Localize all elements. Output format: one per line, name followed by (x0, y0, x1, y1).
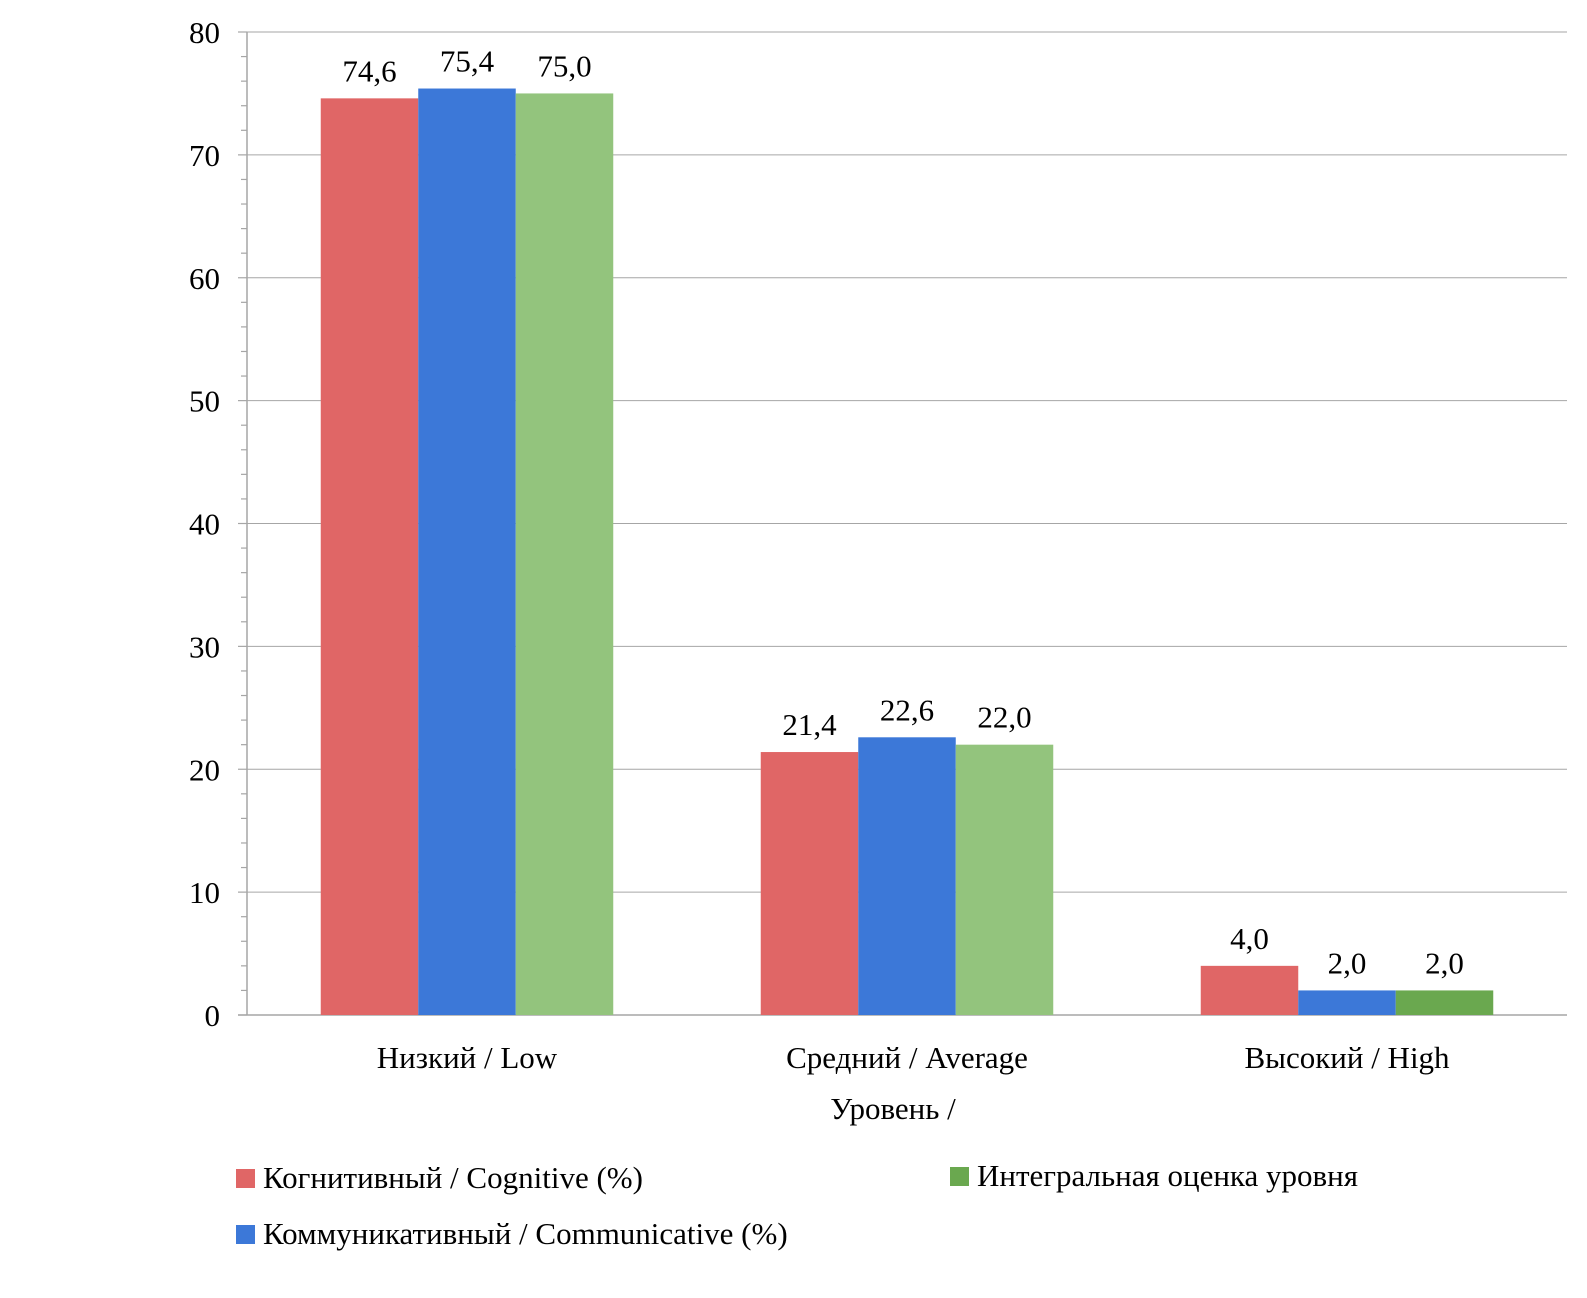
legend: Когнитивный / Cognitive (%) Коммуникатив… (236, 1158, 1566, 1278)
bar (515, 93, 614, 1015)
y-tick-label: 60 (189, 261, 220, 296)
bar (1395, 990, 1494, 1015)
data-label: 21,4 (782, 707, 837, 742)
data-label: 2,0 (1425, 945, 1464, 980)
x-tick-label: Низкий / Low (377, 1040, 558, 1075)
y-tick-label: 20 (189, 752, 220, 787)
x-axis-title: Уровень / (830, 1091, 956, 1126)
legend-swatch-integral (950, 1166, 969, 1186)
legend-label-cognitive: Когнитивный / Cognitive (%) (263, 1160, 643, 1195)
x-tick-label: Высокий / High (1244, 1040, 1450, 1075)
y-tick-label: 70 (189, 138, 220, 173)
data-label: 22,6 (880, 692, 934, 727)
legend-swatch-communicative (236, 1224, 255, 1244)
bar (760, 752, 859, 1015)
data-label: 75,4 (440, 44, 495, 79)
y-tick-label: 40 (189, 507, 220, 542)
bar (858, 737, 956, 1015)
bar (955, 744, 1054, 1015)
y-tick-label: 50 (189, 384, 220, 419)
bar (1200, 965, 1299, 1015)
bar (1298, 990, 1396, 1015)
data-label: 22,0 (977, 700, 1031, 735)
legend-swatch-cognitive (236, 1168, 255, 1188)
data-label: 4,0 (1230, 921, 1269, 956)
y-tick-label: 0 (205, 998, 221, 1033)
data-label: 75,0 (537, 48, 591, 83)
y-tick-label: 80 (189, 15, 220, 50)
x-tick-label: Средний / Average (786, 1040, 1028, 1075)
legend-item-integral[interactable]: Интегральная оценка уровня (950, 1158, 1358, 1194)
y-tick-label: 10 (189, 875, 220, 910)
data-label: 2,0 (1328, 945, 1367, 980)
legend-item-cognitive[interactable]: Когнитивный / Cognitive (%) (236, 1160, 643, 1196)
y-tick-label: 30 (189, 629, 220, 664)
bar (320, 98, 419, 1016)
legend-label-communicative: Коммуникативный / Communicative (%) (263, 1216, 788, 1251)
legend-label-integral: Интегральная оценка уровня (977, 1158, 1359, 1193)
legend-item-communicative[interactable]: Коммуникативный / Communicative (%) (236, 1216, 788, 1252)
data-label: 74,6 (342, 53, 396, 88)
bar (418, 88, 516, 1015)
